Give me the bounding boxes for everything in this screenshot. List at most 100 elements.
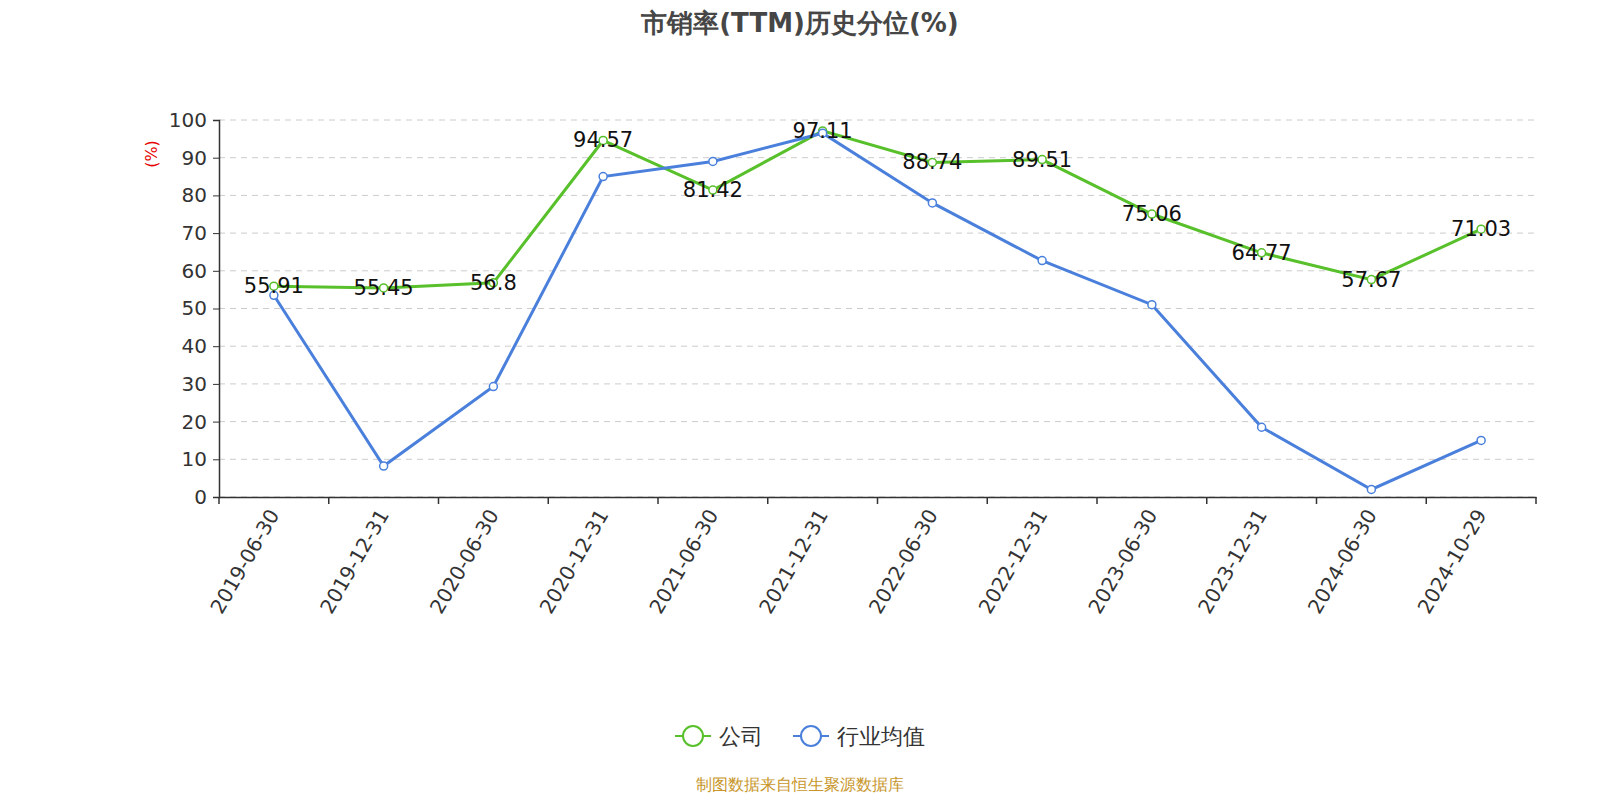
y-tick: 30 xyxy=(182,372,219,396)
series-marker xyxy=(489,383,497,391)
grid-line xyxy=(219,308,1536,309)
legend-item: 公司 xyxy=(675,724,763,749)
data-label: 71.03 xyxy=(1451,217,1511,241)
grid-line xyxy=(219,195,1536,196)
y-axis-title: (%) xyxy=(142,140,161,168)
y-tick-label: 100 xyxy=(169,108,207,132)
y-tick-label: 70 xyxy=(182,221,207,245)
y-tick-mark xyxy=(213,120,219,121)
y-tick-label: 20 xyxy=(182,410,207,434)
x-tick-label: 2023-06-30 xyxy=(1083,505,1162,618)
series-marker xyxy=(1367,485,1375,493)
grid-line xyxy=(219,383,1536,384)
source-note: 制图数据来自恒生聚源数据库 xyxy=(696,775,904,794)
legend-marker xyxy=(683,726,703,746)
x-tick-label: 2020-12-31 xyxy=(535,505,614,618)
y-tick-mark xyxy=(213,497,219,498)
x-tick-label: 2020-06-30 xyxy=(425,505,504,618)
x-tick-label: 2024-10-29 xyxy=(1413,505,1492,618)
title: 市销率(TTM)历史分位(%) xyxy=(640,8,959,38)
x-tick-label: 2021-06-30 xyxy=(644,505,723,618)
series-line xyxy=(274,131,1481,288)
y-tick: 80 xyxy=(182,183,219,207)
y-tick-mark xyxy=(213,422,219,423)
x-tick-label: 2022-06-30 xyxy=(864,505,943,618)
grid-line xyxy=(219,346,1536,347)
x-tick-label: 2019-06-30 xyxy=(205,505,284,618)
legend: 公司行业均值 xyxy=(675,724,925,749)
data-labels: 55.9155.4556.894.5781.4297.1188.7489.517… xyxy=(244,119,1511,300)
chart: 市销率(TTM)历史分位(%)0102030405060708090100201… xyxy=(0,0,1600,800)
data-label: 81.42 xyxy=(683,178,743,202)
x-boundary-tick xyxy=(438,497,440,504)
y-tick: 50 xyxy=(182,296,219,320)
y-tick-label: 30 xyxy=(182,372,207,396)
x-tick: 2021-12-31 xyxy=(754,497,833,618)
plot: 01020304050607080901002019-06-302019-12-… xyxy=(169,108,1537,618)
x-tick-label: 2024-06-30 xyxy=(1303,505,1382,618)
x-tick-label: 2022-12-31 xyxy=(974,505,1053,618)
y-tick-mark xyxy=(213,271,219,272)
y-tick-mark xyxy=(213,459,219,460)
x-boundary-tick xyxy=(1426,497,1428,504)
y-tick: 10 xyxy=(182,447,219,471)
y-tick-label: 90 xyxy=(182,146,207,170)
series-marker xyxy=(380,462,388,470)
x-tick: 2020-06-30 xyxy=(425,497,504,618)
x-tick: 2022-12-31 xyxy=(974,497,1053,618)
y-tick-mark xyxy=(213,158,219,159)
x-tick-label: 2021-12-31 xyxy=(754,505,833,618)
x-boundary-tick xyxy=(1535,497,1537,504)
grid-line xyxy=(219,459,1536,460)
series-marker xyxy=(599,173,607,181)
y-tick-mark xyxy=(213,195,219,196)
y-tick: 20 xyxy=(182,410,219,434)
y-tick: 100 xyxy=(169,108,219,132)
x-tick: 2024-10-29 xyxy=(1413,497,1492,618)
data-label: 57.67 xyxy=(1341,268,1401,292)
x-tick: 2022-06-30 xyxy=(864,497,943,618)
series-marker xyxy=(1477,436,1485,444)
x-boundary-tick xyxy=(877,497,879,504)
x-boundary-tick xyxy=(1206,497,1208,504)
series-marker xyxy=(1148,301,1156,309)
data-label: 75.06 xyxy=(1122,202,1182,226)
x-tick: 2019-06-30 xyxy=(205,497,284,618)
x-boundary-tick xyxy=(548,497,550,504)
x-tick: 2023-12-31 xyxy=(1193,497,1272,618)
x-tick: 2020-12-31 xyxy=(535,497,614,618)
series-group xyxy=(270,127,1485,494)
y-tick: 90 xyxy=(182,146,219,170)
x-tick: 2019-12-31 xyxy=(315,497,394,618)
y-tick-label: 0 xyxy=(194,485,207,509)
data-label: 97.11 xyxy=(793,119,853,143)
x-boundary-tick xyxy=(657,497,659,504)
y-axis-line xyxy=(213,121,220,498)
y-tick-mark xyxy=(213,346,219,347)
series-marker xyxy=(928,199,936,207)
x-boundary-ticks xyxy=(219,497,1536,504)
x-tick: 2021-06-30 xyxy=(644,497,723,618)
y-tick-label: 80 xyxy=(182,183,207,207)
x-boundary-tick xyxy=(1316,497,1318,504)
data-label: 94.57 xyxy=(573,128,633,152)
series-marker xyxy=(709,157,717,165)
x-tick-label: 2023-12-31 xyxy=(1193,505,1272,618)
y-tick: 0 xyxy=(194,485,219,509)
x-boundary-tick xyxy=(1096,497,1098,504)
legend-label: 公司 xyxy=(719,724,763,749)
y-tick-label: 50 xyxy=(182,296,207,320)
x-boundary-tick xyxy=(218,497,220,504)
x-axis: 2019-06-30 2019-12-31 2020-06-30 2020-12-31… xyxy=(205,497,1536,618)
data-label: 56.8 xyxy=(470,271,517,295)
y-tick-label: 60 xyxy=(182,259,207,283)
y-tick: 60 xyxy=(182,259,219,283)
x-boundary-tick xyxy=(767,497,769,504)
grid-line xyxy=(219,421,1536,422)
grid xyxy=(219,120,1536,497)
x-tick-label: 2019-12-31 xyxy=(315,505,394,618)
y-tick-mark xyxy=(213,233,219,234)
series-marker xyxy=(1038,257,1046,265)
data-label: 55.91 xyxy=(244,274,304,298)
x-boundary-tick xyxy=(328,497,330,504)
